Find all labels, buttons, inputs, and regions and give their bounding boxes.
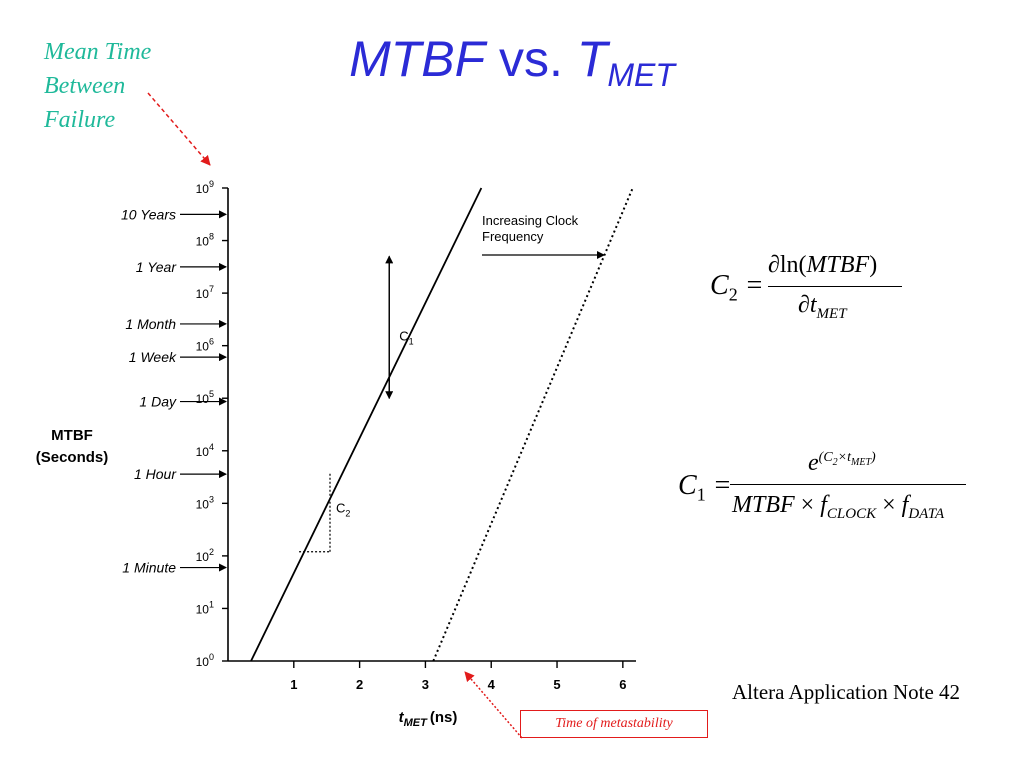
time-marker-label: 1 Week	[129, 349, 177, 365]
series-line-base	[250, 187, 483, 662]
slide-title: MTBF vs. TMET	[0, 30, 1024, 94]
y-tick-label: 106	[196, 337, 214, 354]
y-tick-label: 107	[196, 284, 214, 301]
time-marker-label: 1 Year	[136, 259, 178, 275]
chart-axes	[227, 188, 636, 662]
x-ticks: 1 2 3 4 5 6	[290, 661, 626, 692]
y-tick-label: 109	[196, 179, 214, 196]
increasing-clock-label: Frequency	[482, 229, 544, 244]
mean-time-between-failure-label: Mean Time Between Failure	[44, 35, 151, 137]
mtbf-pointer-arrow	[147, 92, 211, 166]
y-axis-label-line: (Seconds)	[36, 449, 109, 466]
source-citation: Altera Application Note 42	[732, 680, 961, 704]
x-tick-label: 5	[553, 677, 560, 692]
title-t: T	[576, 31, 608, 87]
y-tick-label: 102	[196, 547, 214, 564]
y-tick-label: 108	[196, 232, 214, 249]
y-tick-label: 104	[196, 442, 214, 459]
y-axis-label: MTBF (Seconds)	[36, 427, 109, 466]
svg-text:tMET(ns): tMET (ns)	[399, 709, 458, 729]
y-tick-label: 103	[196, 494, 214, 511]
time-marker-label: 1 Hour	[134, 466, 177, 482]
y-ticks: 100 101 102 103 104 105 106 107 108 109	[196, 179, 228, 669]
x-axis-label-unit: (ns)	[430, 709, 458, 726]
red-arrows	[147, 92, 523, 739]
time-of-metastability-box: Time of metastability	[520, 710, 708, 738]
c1-label: C1	[399, 328, 413, 346]
x-tick-label: 3	[422, 677, 429, 692]
series-lines	[250, 187, 634, 662]
y-tick-label: 100	[196, 652, 214, 669]
x-tick-label: 2	[356, 677, 363, 692]
c2-label: C2	[336, 500, 350, 518]
time-markers: 10 Years 1 Year 1 Month 1 Week 1 Day 1 Hour 1 …	[121, 206, 227, 576]
x-tick-label: 1	[290, 677, 297, 692]
metastability-pointer-arrow	[464, 671, 523, 739]
title-vs: vs.	[485, 31, 577, 87]
x-tick-label: 4	[488, 677, 496, 692]
equation-c2: C2 = ∂ln(MTBF) ∂tMET	[710, 252, 910, 332]
time-marker-label: 1 Day	[139, 394, 177, 410]
increasing-clock-label: Increasing Clock	[482, 213, 579, 228]
series-line-higher-frequency	[432, 187, 634, 662]
side-label-line: Mean Time	[44, 39, 152, 65]
equation-c1-lhs: C1 =	[678, 470, 732, 505]
equation-c1: C1 = e(C2×tMET) MTBF × fCLOCK × fDATA	[678, 450, 978, 530]
equation-c2-lhs: C2 =	[710, 270, 764, 305]
equation-c2-numerator: ∂ln(MTBF)	[768, 252, 878, 278]
x-axis-label: tMET (ns)	[399, 709, 458, 729]
equation-c2-denominator: ∂tMET	[798, 292, 847, 322]
time-marker-label: 10 Years	[121, 206, 176, 222]
time-marker-label: 1 Minute	[122, 560, 176, 576]
x-axis-label-sub: MET	[404, 717, 429, 729]
equation-c1-bar	[730, 484, 966, 485]
time-marker-label: 1 Month	[125, 316, 176, 332]
y-tick-label: 101	[196, 599, 214, 616]
x-tick-label: 6	[619, 677, 626, 692]
title-sub: MET	[607, 57, 675, 93]
equation-c2-bar	[768, 286, 902, 287]
equation-c1-denominator: MTBF × fCLOCK × fDATA	[732, 492, 945, 522]
side-label-line: Between	[44, 73, 126, 99]
y-tick-label: 105	[196, 389, 214, 406]
title-mtbf: MTBF	[349, 31, 486, 87]
equation-c1-numerator: e(C2×tMET)	[808, 450, 876, 476]
side-label-line: Failure	[44, 107, 116, 133]
x-axis-label-t: t	[399, 709, 405, 726]
y-axis-label-line: MTBF	[51, 427, 93, 444]
